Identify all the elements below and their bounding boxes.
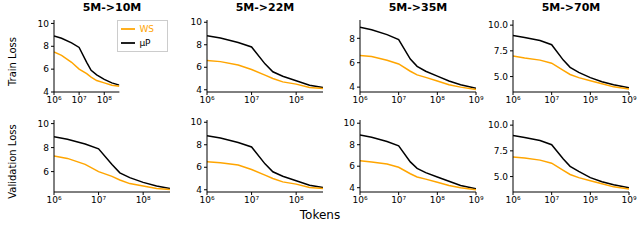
svg-text:10⁸: 10⁸ [136, 195, 151, 205]
svg-text:5.0: 5.0 [494, 72, 509, 82]
svg-text:6: 6 [43, 167, 49, 177]
html-text:5M->22M: 5M->22M [235, 1, 295, 14]
svg-text:10⁷: 10⁷ [544, 195, 559, 205]
svg-text:10: 10 [38, 19, 50, 29]
svg-text:10⁸: 10⁸ [583, 95, 598, 105]
svg-text:8: 8 [196, 40, 202, 50]
svg-text:10⁸: 10⁸ [430, 95, 445, 105]
svg-text:10⁶: 10⁶ [352, 195, 367, 205]
svg-text:4: 4 [196, 185, 202, 195]
svg-text:10⁹: 10⁹ [468, 195, 483, 205]
svg-text:10: 10 [38, 119, 50, 129]
svg-text:8: 8 [196, 140, 202, 150]
svg-text:7.5: 7.5 [494, 146, 508, 156]
svg-text:10⁶: 10⁶ [46, 95, 62, 106]
svg-text:10⁹: 10⁹ [621, 95, 632, 105]
svg-text:10⁸: 10⁸ [97, 95, 112, 105]
svg-text:10⁶: 10⁶ [505, 95, 520, 105]
svg-text:6: 6 [196, 162, 202, 172]
svg-text:10.0: 10.0 [488, 120, 508, 130]
svg-text:10: 10 [191, 17, 203, 27]
svg-text:4: 4 [349, 183, 355, 193]
svg-text:10⁶: 10⁶ [46, 195, 61, 205]
svg-text:10⁶: 10⁶ [505, 195, 520, 205]
svg-text:10⁶: 10⁶ [199, 195, 214, 205]
svg-text:10⁷: 10⁷ [72, 95, 87, 105]
svg-text:10⁷: 10⁷ [244, 195, 259, 205]
svg-text:10⁸: 10⁸ [583, 195, 598, 205]
svg-text:8: 8 [43, 143, 49, 153]
html-text:μP: μP [139, 37, 151, 48]
svg-text:8: 8 [43, 41, 49, 51]
html-text:Train Loss: Train Loss [6, 37, 18, 87]
svg-text:10⁹: 10⁹ [468, 95, 483, 105]
svg-text:8: 8 [349, 140, 355, 150]
html-text:Tokens: Tokens [299, 208, 341, 222]
svg-text:10⁸: 10⁸ [289, 95, 304, 105]
svg-text:6: 6 [349, 58, 355, 68]
svg-text:10⁷: 10⁷ [391, 195, 406, 205]
svg-text:5.0: 5.0 [494, 172, 509, 182]
svg-text:4: 4 [196, 85, 202, 95]
svg-text:10⁹: 10⁹ [621, 195, 632, 205]
html-text:5M->35M: 5M->35M [388, 1, 448, 14]
svg-text:4: 4 [43, 87, 49, 97]
svg-text:10⁸: 10⁸ [289, 195, 304, 205]
svg-text:6: 6 [349, 161, 355, 171]
svg-text:10⁷: 10⁷ [244, 95, 259, 105]
html-text:Validation Loss: Validation Loss [6, 124, 18, 199]
html-text:WS: WS [139, 23, 154, 34]
svg-text:10⁷: 10⁷ [91, 195, 106, 205]
html-text:5M->10M: 5M->10M [82, 1, 142, 14]
svg-text:10⁶: 10⁶ [199, 95, 214, 105]
svg-text:10⁷: 10⁷ [544, 95, 559, 105]
svg-text:10⁶: 10⁶ [352, 95, 367, 105]
svg-text:6: 6 [196, 62, 202, 72]
svg-text:10: 10 [191, 117, 203, 127]
svg-text:8: 8 [349, 34, 355, 44]
svg-text:10.0: 10.0 [488, 20, 508, 30]
svg-text:10: 10 [344, 118, 356, 128]
svg-text:4: 4 [349, 82, 355, 92]
svg-text:10⁷: 10⁷ [391, 95, 406, 105]
svg-text:10⁸: 10⁸ [430, 195, 445, 205]
svg-text:6: 6 [43, 64, 49, 74]
html-text:5M->70M: 5M->70M [541, 1, 601, 14]
svg-text:7.5: 7.5 [494, 46, 508, 56]
